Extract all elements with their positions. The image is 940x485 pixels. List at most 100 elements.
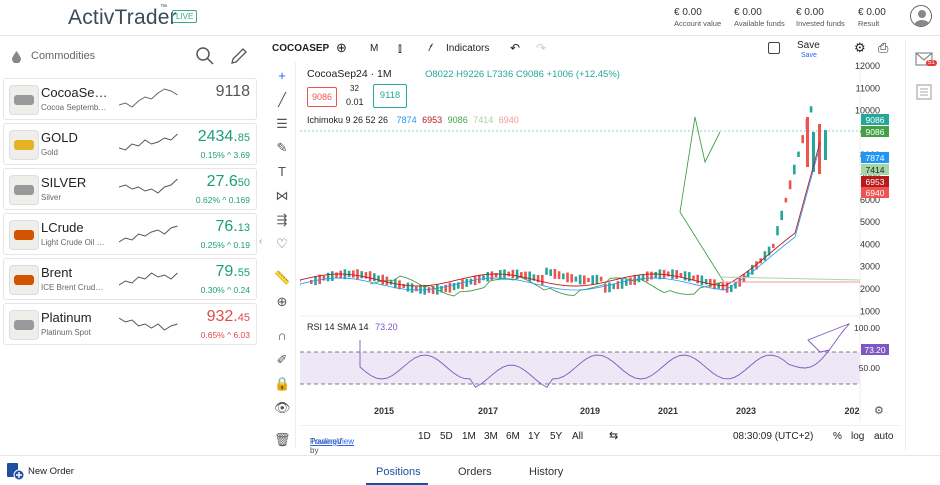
compare-date-icon[interactable]: ⇆	[609, 430, 619, 442]
price-chart[interactable]: 1200011000100009000800070006000500040003…	[300, 62, 900, 422]
candle	[406, 282, 410, 292]
lock-icon[interactable]: 🔒	[274, 376, 291, 391]
watchlist-item[interactable]: Platinum Platinum Spot 932.45 0.65% ^ 6.…	[3, 303, 257, 345]
candle	[704, 278, 708, 285]
camera-icon[interactable]: ⎙	[878, 40, 889, 55]
range-3m[interactable]: 3M	[484, 431, 498, 442]
indicators-button[interactable]: Indicators	[446, 43, 490, 54]
commodity-icon	[9, 175, 39, 205]
avatar[interactable]	[910, 5, 932, 27]
axis-settings-icon[interactable]: ⚙	[874, 405, 884, 417]
fib-icon[interactable]: ☰	[276, 116, 288, 131]
magnet-icon[interactable]: ∩	[277, 328, 287, 343]
trendline-icon[interactable]: ╱	[278, 92, 286, 107]
rsi-line	[359, 323, 850, 388]
candle	[709, 278, 712, 288]
candle	[612, 283, 615, 290]
rsi-band	[300, 352, 860, 384]
lock-drawing-icon[interactable]: ✐	[276, 352, 288, 367]
ichimoku-lagging	[369, 116, 725, 297]
mail-icon[interactable]	[915, 52, 933, 66]
tab-history[interactable]: History	[529, 466, 564, 478]
sell-button[interactable]: 9086	[307, 87, 337, 107]
candle	[721, 282, 725, 291]
range-5y[interactable]: 5Y	[550, 431, 563, 442]
auto-toggle[interactable]: auto	[874, 431, 894, 442]
buy-button[interactable]: 9118	[373, 84, 407, 108]
price-tag	[861, 164, 889, 175]
heart-icon[interactable]: ♡	[276, 236, 288, 251]
chart-legend: CocoaSep24 · 1M O8022 H9226 L7336 C9086 …	[307, 68, 620, 80]
range-5d[interactable]: 5D	[440, 431, 453, 442]
tab-positions[interactable]: Positions	[376, 466, 421, 478]
price-tag-label: 6940	[866, 188, 885, 198]
sparkline	[119, 88, 178, 108]
search-icon[interactable]	[196, 47, 214, 65]
pattern-icon[interactable]: ⋈	[275, 188, 289, 203]
candle	[734, 281, 737, 289]
price-tag-label: 6953	[866, 177, 885, 187]
ruler-icon[interactable]: 📏	[274, 270, 291, 285]
watchlist-item[interactable]: SILVER Silver 27.650 0.62% ^ 0.169	[3, 168, 257, 210]
candle	[427, 287, 431, 293]
save-button[interactable]: Save	[797, 40, 820, 51]
candle	[730, 285, 733, 293]
candle	[368, 271, 372, 282]
watchlist-item[interactable]: LCrude Light Crude Oil … 76.13 0.25% ^ 0…	[3, 213, 257, 255]
trash-icon[interactable]: 🗑	[274, 432, 291, 447]
candle	[620, 278, 624, 289]
candle-type-icon[interactable]: ⫾	[398, 41, 402, 55]
percent-toggle[interactable]: %	[833, 431, 842, 442]
account-value: € 0.00 Account value	[674, 7, 722, 28]
instrument-price: 9118	[215, 83, 250, 100]
candle	[595, 274, 599, 285]
watchlist-item[interactable]: CocoaSe… Cocoa Septemb… 9118	[3, 78, 257, 120]
collapse-arrow[interactable]: ‹	[259, 236, 263, 247]
header: ActivTrader ™ LIVE € 0.00 Account value €…	[0, 0, 940, 36]
tab-orders[interactable]: Orders	[458, 466, 492, 478]
eye-icon[interactable]: 👁	[274, 400, 291, 415]
candle	[377, 275, 380, 282]
settings-icon[interactable]: ⚙	[854, 40, 866, 55]
crosshair-icon[interactable]: +	[278, 68, 286, 83]
new-order-icon[interactable]	[6, 462, 24, 480]
zoom-icon[interactable]: ⊕	[276, 294, 288, 309]
indicators-icon[interactable]: 𝑓	[428, 43, 432, 54]
watchlist-item[interactable]: GOLD Gold 2434.85 0.15% ^ 3.69	[3, 123, 257, 165]
x-tick: 2017	[478, 406, 498, 416]
range-6m[interactable]: 6M	[506, 431, 520, 442]
new-order-button[interactable]: New Order	[28, 466, 74, 477]
candle	[335, 272, 338, 279]
candle	[570, 274, 573, 283]
undo-icon[interactable]: ↶	[510, 41, 521, 55]
layout-icon[interactable]	[768, 42, 780, 54]
symbol-search[interactable]: COCOASEP	[272, 43, 330, 54]
redo-icon[interactable]: ↷	[536, 41, 547, 55]
candle	[604, 283, 607, 293]
log-toggle[interactable]: log	[851, 431, 865, 442]
range-1m[interactable]: 1M	[462, 431, 476, 442]
y-tick: 10000	[855, 106, 880, 116]
candle	[385, 276, 389, 286]
candle	[725, 282, 729, 293]
y-tick: 11000	[856, 83, 880, 93]
candle	[415, 286, 418, 292]
watchlist-item[interactable]: Brent ICE Brent Crud… 79.55 0.30% ^ 0.24	[3, 258, 257, 300]
candle	[557, 271, 561, 280]
range-1d[interactable]: 1D	[418, 431, 431, 442]
text-icon[interactable]: T	[278, 164, 286, 179]
rsi-tag	[861, 344, 889, 355]
news-icon[interactable]	[916, 84, 932, 100]
edit-icon[interactable]	[230, 47, 248, 65]
candle	[360, 271, 363, 279]
instrument-name: LCrude	[41, 220, 84, 235]
candle	[688, 272, 691, 282]
range-1y[interactable]: 1Y	[528, 431, 541, 442]
clock: 08:30:09 (UTC+2)	[733, 431, 814, 442]
range-all[interactable]: All	[572, 431, 584, 442]
brush-icon[interactable]: ✎	[276, 140, 288, 155]
forecast-icon[interactable]: ⇶	[276, 212, 288, 227]
compare-icon[interactable]: ⊕	[336, 40, 347, 55]
cloud-a	[719, 276, 861, 281]
interval-button[interactable]: M	[370, 43, 379, 54]
